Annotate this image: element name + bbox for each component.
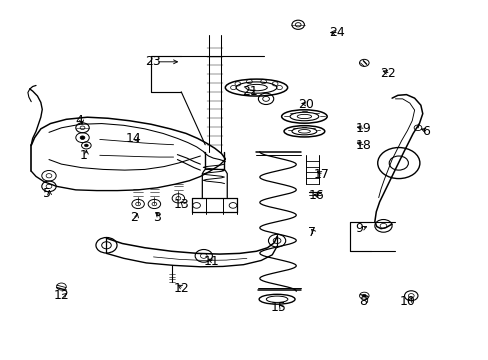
Text: 23: 23 (145, 55, 161, 68)
Text: 7: 7 (307, 226, 315, 239)
Text: 15: 15 (270, 301, 286, 314)
Circle shape (362, 294, 366, 297)
Circle shape (80, 136, 85, 139)
Text: 2: 2 (130, 211, 138, 224)
Circle shape (84, 144, 88, 147)
Text: 5: 5 (43, 187, 51, 200)
Text: 13: 13 (173, 198, 189, 211)
Text: 24: 24 (328, 26, 344, 39)
Text: 3: 3 (153, 211, 161, 224)
Text: 10: 10 (399, 295, 414, 308)
Text: 12: 12 (173, 282, 189, 295)
Text: 21: 21 (242, 85, 258, 98)
Text: 18: 18 (355, 139, 370, 152)
Text: 1: 1 (80, 149, 88, 162)
Text: 16: 16 (308, 189, 324, 202)
Text: 4: 4 (75, 113, 83, 126)
Text: 6: 6 (421, 125, 428, 138)
Text: 22: 22 (380, 67, 395, 80)
Text: 17: 17 (313, 168, 328, 181)
Text: 20: 20 (297, 98, 313, 111)
Text: 19: 19 (355, 122, 370, 135)
Text: 9: 9 (355, 222, 363, 235)
Text: 8: 8 (359, 295, 366, 308)
Text: 11: 11 (203, 255, 219, 268)
Text: 12: 12 (54, 289, 69, 302)
Text: 14: 14 (125, 132, 141, 145)
